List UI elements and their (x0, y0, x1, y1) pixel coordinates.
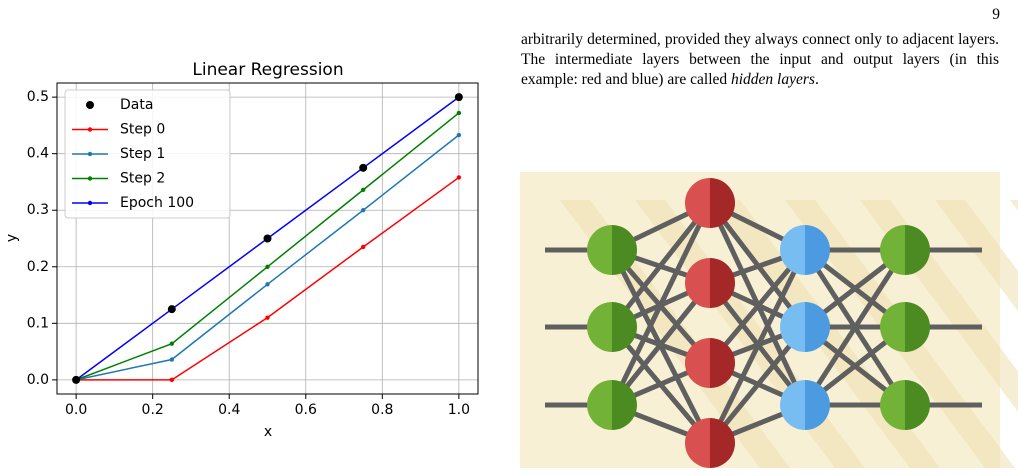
y-axis-label: y (4, 234, 20, 242)
paragraph: arbitrarily determined, provided they al… (521, 30, 999, 90)
node-right (612, 302, 637, 352)
data-point (454, 93, 463, 102)
node-right (805, 302, 830, 352)
legend-label: Epoch 100 (120, 195, 194, 211)
page-number: 9 (992, 6, 1000, 23)
x-tick-label: 0.8 (371, 402, 393, 418)
connection (802, 248, 908, 407)
emphasis: hidden layers (731, 71, 815, 88)
legend-label: Step 1 (120, 146, 165, 162)
x-tick-label: 0.2 (142, 402, 164, 418)
text: . (814, 71, 819, 88)
node-left (587, 225, 612, 275)
y-tick-label: 0.2 (27, 259, 49, 275)
legend-marker (87, 200, 93, 206)
node-left (587, 302, 612, 352)
y-tick-label: 0.5 (27, 89, 49, 105)
node-left (780, 225, 805, 275)
point (360, 244, 366, 250)
legend-label: Data (120, 97, 153, 113)
node-right (710, 338, 735, 388)
node-right (905, 225, 930, 275)
data-point (72, 375, 81, 384)
node-left (780, 380, 805, 430)
point (456, 132, 462, 138)
node-right (710, 178, 735, 228)
node-left (685, 258, 710, 308)
point (169, 377, 175, 383)
point (456, 110, 462, 116)
point (456, 175, 462, 180)
point (265, 282, 270, 287)
point (169, 341, 175, 346)
node-left (880, 380, 905, 430)
node-right (905, 302, 930, 352)
point (360, 208, 366, 213)
data-point (359, 163, 368, 172)
x-tick-label: 0.6 (295, 402, 317, 418)
connection (609, 201, 713, 407)
node-right (905, 380, 930, 430)
chart-title: Linear Regression (192, 60, 343, 80)
y-tick-label: 0.3 (27, 202, 49, 218)
point (360, 187, 366, 193)
node-right (805, 380, 830, 430)
shadow (935, 200, 1018, 312)
legend-marker (86, 101, 94, 109)
legend-box (64, 89, 231, 219)
x-tick-label: 0.4 (218, 402, 240, 418)
y-tick-label: 0.4 (27, 146, 49, 162)
connection (610, 201, 712, 329)
x-tick-label: 1.0 (448, 402, 470, 418)
node-right (710, 418, 735, 468)
node-left (685, 418, 710, 468)
x-axis-label: x (264, 424, 272, 440)
node-right (612, 225, 637, 275)
node-right (710, 258, 735, 308)
plot-frame (56, 82, 479, 395)
node-left (685, 338, 710, 388)
connection (610, 281, 712, 407)
node-right (805, 225, 830, 275)
network-illustration (520, 172, 1018, 468)
legend-marker (87, 127, 93, 132)
legend-marker (87, 151, 93, 157)
data-point (167, 305, 176, 314)
legend-label: Step 2 (120, 171, 165, 187)
legend-marker (87, 176, 93, 181)
node-left (685, 178, 710, 228)
point (169, 357, 175, 362)
data-point (263, 234, 272, 243)
y-tick-label: 0.0 (27, 372, 49, 388)
point (265, 264, 270, 269)
text: arbitrarily determined, provided they al… (521, 31, 999, 88)
node-left (880, 225, 905, 275)
node-right (612, 380, 637, 430)
shadow (1010, 200, 1018, 211)
node-left (880, 302, 905, 352)
node-left (587, 380, 612, 430)
node-left (780, 302, 805, 352)
y-tick-label: 0.1 (27, 315, 49, 331)
x-tick-label: 0.0 (65, 402, 87, 418)
connection (707, 248, 808, 445)
legend-label: Step 0 (120, 122, 165, 138)
point (265, 315, 270, 320)
